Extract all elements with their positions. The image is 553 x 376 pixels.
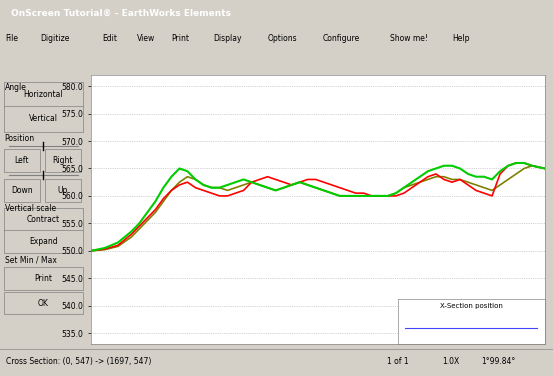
Text: Vertical: Vertical bbox=[29, 114, 58, 123]
Text: Print: Print bbox=[171, 34, 190, 43]
Text: Contract: Contract bbox=[27, 215, 60, 224]
Text: OnScreen Tutorial® - EarthWorks Elements: OnScreen Tutorial® - EarthWorks Elements bbox=[11, 9, 231, 18]
Text: Print: Print bbox=[34, 274, 53, 284]
FancyBboxPatch shape bbox=[4, 106, 83, 132]
FancyBboxPatch shape bbox=[4, 267, 83, 290]
Text: Up: Up bbox=[58, 186, 68, 195]
Text: Configure: Configure bbox=[322, 34, 359, 43]
Text: 1 of 1: 1 of 1 bbox=[387, 357, 409, 366]
Text: Show me!: Show me! bbox=[390, 34, 428, 43]
Text: Edit: Edit bbox=[102, 34, 117, 43]
FancyBboxPatch shape bbox=[4, 208, 83, 231]
Text: Horizontal: Horizontal bbox=[24, 90, 63, 99]
Text: Cross Section: (0, 547) -> (1697, 547): Cross Section: (0, 547) -> (1697, 547) bbox=[6, 357, 151, 366]
FancyBboxPatch shape bbox=[4, 292, 83, 314]
FancyBboxPatch shape bbox=[4, 230, 83, 253]
Text: Angle: Angle bbox=[4, 83, 27, 92]
Text: Left: Left bbox=[14, 156, 29, 165]
Text: Options: Options bbox=[268, 34, 298, 43]
Text: View: View bbox=[137, 34, 155, 43]
Text: Position: Position bbox=[4, 134, 35, 143]
Text: OK: OK bbox=[38, 299, 49, 308]
Text: 1.0X: 1.0X bbox=[442, 357, 460, 366]
FancyBboxPatch shape bbox=[45, 179, 81, 202]
Text: Down: Down bbox=[11, 186, 33, 195]
Text: Vertical scale: Vertical scale bbox=[4, 204, 56, 213]
FancyBboxPatch shape bbox=[4, 149, 40, 172]
Text: Set Min / Max: Set Min / Max bbox=[4, 255, 56, 264]
Text: Digitize: Digitize bbox=[40, 34, 70, 43]
Text: Expand: Expand bbox=[29, 237, 58, 246]
Text: File: File bbox=[6, 34, 19, 43]
FancyBboxPatch shape bbox=[4, 82, 83, 108]
Text: Right: Right bbox=[53, 156, 73, 165]
Text: X-Section position: X-Section position bbox=[440, 303, 503, 309]
FancyBboxPatch shape bbox=[45, 149, 81, 172]
Text: Display: Display bbox=[213, 34, 242, 43]
Text: 1°99.84°: 1°99.84° bbox=[481, 357, 515, 366]
FancyBboxPatch shape bbox=[4, 179, 40, 202]
Text: Help: Help bbox=[452, 34, 469, 43]
